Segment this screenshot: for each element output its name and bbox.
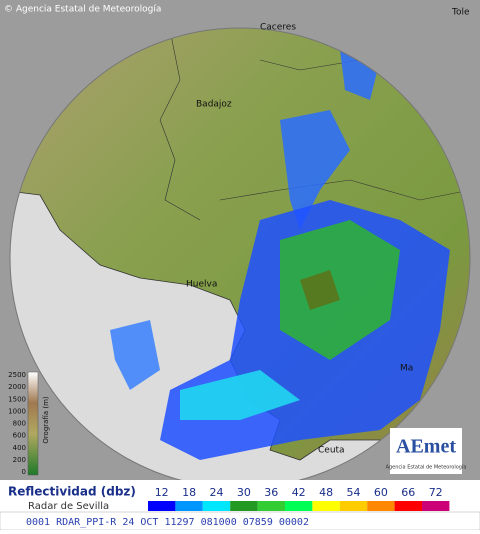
- orography-tick: 2000: [8, 383, 26, 391]
- echo: [280, 110, 350, 230]
- echo: [280, 220, 400, 360]
- orography-tick: 2500: [8, 371, 26, 379]
- orography-tick: 1000: [8, 407, 26, 415]
- legend-swatch: [367, 501, 395, 511]
- echo: [110, 320, 160, 390]
- legend-swatch: [312, 501, 340, 511]
- orography-tick: 200: [13, 456, 26, 464]
- legend-label: 48: [319, 486, 333, 499]
- legend-swatch: [339, 501, 368, 511]
- legend-label: 12: [155, 486, 169, 499]
- orography-tick: 400: [13, 444, 26, 452]
- logo: AEmet: [396, 436, 456, 458]
- city-label: Ceuta: [318, 446, 345, 456]
- legend-swatch: [285, 501, 313, 511]
- legend-label: 66: [401, 486, 415, 499]
- echo: [180, 370, 300, 420]
- legend-label: 42: [292, 486, 306, 499]
- legend-swatch: [257, 501, 285, 511]
- sea: [10, 190, 470, 488]
- legend-label: 60: [374, 486, 388, 499]
- legend-label: 54: [347, 486, 361, 499]
- orography-title: Orografía (m): [42, 396, 50, 444]
- legend-swatch: [175, 501, 203, 511]
- legend-swatch: [148, 501, 176, 511]
- legend-items: 12 18 24 30 36 42 48 54 60 66 72: [148, 486, 450, 511]
- legend-swatch: [230, 501, 258, 511]
- orography-tick: 0: [22, 468, 26, 476]
- legend-label: 18: [182, 486, 196, 499]
- city-label: Tole: [451, 8, 470, 18]
- legend-label: 24: [210, 486, 224, 499]
- logo-subtitle: Agencia Estatal de Meteorología: [386, 464, 467, 471]
- orography-tick: 600: [13, 432, 26, 440]
- legend-swatch: [202, 501, 231, 511]
- orography-tick: 800: [13, 420, 26, 428]
- legend-label: 36: [264, 486, 278, 499]
- legend-swatch: [394, 501, 422, 511]
- city-label: Ma: [400, 364, 413, 374]
- echo: [300, 270, 340, 310]
- orography-tick: 1500: [8, 395, 26, 403]
- legend-subtitle: Radar de Sevilla: [28, 501, 109, 512]
- legend-label: 30: [237, 486, 251, 499]
- legend-title: Reflectividad (dbz): [8, 485, 136, 499]
- copyright: © Agencia Estatal de Meteorología: [4, 5, 161, 15]
- city-label: Caceres: [260, 23, 296, 33]
- city-label: Badajoz: [196, 100, 232, 110]
- city-label: Huelva: [186, 280, 217, 290]
- logo-box: [390, 428, 462, 474]
- legend-swatch: [422, 501, 450, 511]
- status-text: 0001 RDAR_PPI-R 24 OCT 11297 081000 0785…: [26, 517, 309, 528]
- orography-scale: [27, 371, 39, 476]
- legend-label: 72: [429, 486, 443, 499]
